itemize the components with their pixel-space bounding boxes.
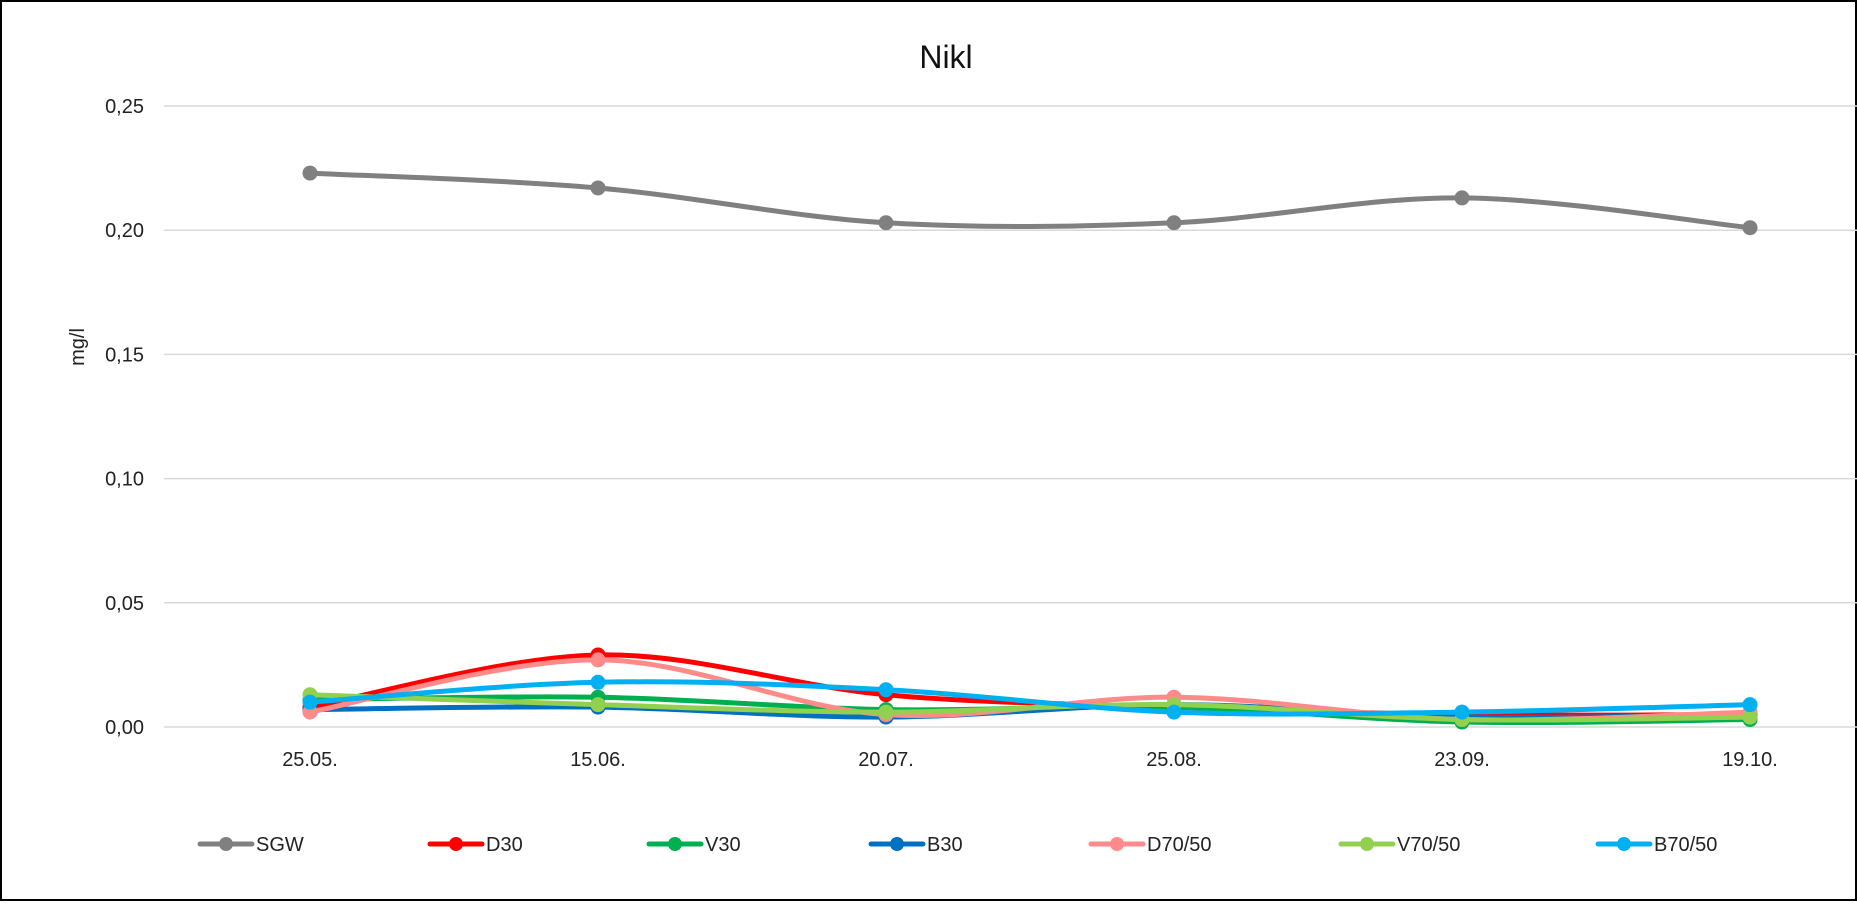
legend-label: SGW — [256, 834, 304, 856]
series-lines — [302, 165, 1758, 730]
legend: SGW D30 V30 B30 D70/50 V70/50 B70/50 — [197, 834, 1717, 856]
data-point — [590, 674, 606, 690]
legend-item: D30 — [427, 834, 523, 856]
legend-swatch-marker — [219, 837, 233, 851]
y-axis-label: mg/l — [67, 328, 89, 366]
gridlines — [164, 105, 1857, 728]
data-point — [1454, 190, 1470, 206]
data-point — [590, 180, 606, 196]
data-point — [1454, 704, 1470, 720]
legend-item: SGW — [197, 834, 304, 856]
legend-item: V70/50 — [1338, 834, 1460, 856]
data-point — [302, 165, 318, 181]
legend-label: D70/50 — [1147, 834, 1212, 856]
y-tick-label: 0,10 — [105, 469, 144, 491]
legend-label: B70/50 — [1654, 834, 1717, 856]
legend-swatch-marker — [668, 837, 682, 851]
chart-title: Nikl — [919, 39, 972, 75]
data-point — [878, 682, 894, 698]
legend-label: V30 — [705, 834, 741, 856]
series-line — [307, 170, 1753, 231]
x-tick-label: 20.07. — [858, 749, 914, 771]
data-point — [878, 215, 894, 231]
y-tick-label: 0,20 — [105, 220, 144, 242]
x-tick-label: 25.05. — [282, 749, 338, 771]
y-tick-label: 0,00 — [105, 717, 144, 739]
x-tick-label: 15.06. — [570, 749, 626, 771]
legend-item: B30 — [868, 834, 963, 856]
data-point — [1742, 709, 1758, 725]
legend-item: D70/50 — [1088, 834, 1212, 856]
legend-swatch-marker — [890, 837, 904, 851]
y-tick-label: 0,05 — [105, 593, 144, 615]
data-point — [878, 704, 894, 720]
x-tick-labels: 25.05. 15.06. 20.07. 25.08. 23.09. 19.10. — [282, 749, 1778, 771]
y-tick-label: 0,15 — [105, 344, 144, 366]
series-sgw — [302, 165, 1758, 236]
series-line — [307, 679, 1753, 717]
legend-swatch-marker — [1110, 837, 1124, 851]
data-point — [1742, 220, 1758, 236]
legend-label: V70/50 — [1397, 834, 1460, 856]
x-tick-label: 25.08. — [1146, 749, 1202, 771]
legend-swatch-marker — [1360, 837, 1374, 851]
legend-item: V30 — [646, 834, 741, 856]
data-point — [1166, 215, 1182, 231]
y-tick-labels: 0,00 0,05 0,10 0,15 0,20 0,25 — [105, 96, 144, 739]
data-point — [302, 694, 318, 710]
series-b70-50 — [302, 674, 1758, 720]
data-point — [1166, 704, 1182, 720]
series-line — [307, 692, 1753, 723]
y-tick-label: 0,25 — [105, 96, 144, 118]
data-point — [590, 652, 606, 668]
legend-label: D30 — [486, 834, 523, 856]
x-tick-label: 19.10. — [1722, 749, 1778, 771]
legend-label: B30 — [927, 834, 963, 856]
data-point — [1742, 697, 1758, 713]
x-tick-label: 23.09. — [1434, 749, 1490, 771]
legend-swatch-marker — [449, 837, 463, 851]
legend-item: B70/50 — [1595, 834, 1717, 856]
data-point — [590, 697, 606, 713]
legend-swatch-marker — [1617, 837, 1631, 851]
